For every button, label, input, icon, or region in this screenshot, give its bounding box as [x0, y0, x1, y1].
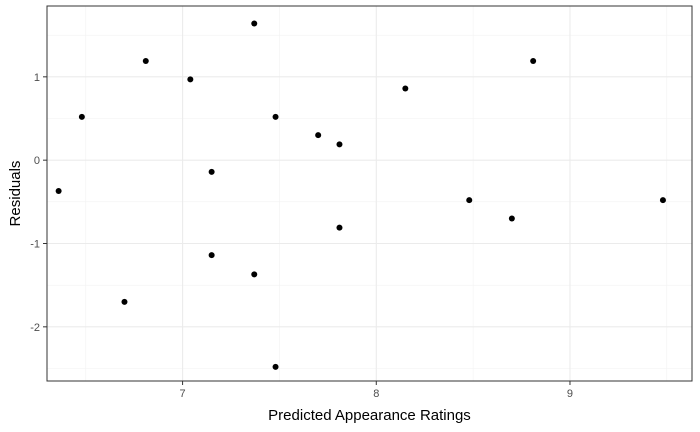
y-tick-label: -1	[30, 239, 40, 251]
data-point	[659, 197, 666, 204]
data-point	[466, 197, 473, 204]
x-tick-label: 7	[180, 388, 186, 400]
y-tick-label: 0	[34, 155, 40, 167]
data-point	[142, 58, 149, 64]
y-axis-title: Residuals	[7, 161, 24, 227]
x-tick-label: 9	[567, 388, 573, 400]
data-point	[336, 224, 343, 231]
data-point	[402, 85, 409, 92]
data-point	[272, 363, 279, 370]
plot-background	[47, 6, 692, 381]
y-tick-label: -2	[30, 322, 40, 334]
x-axis-title: Predicted Appearance Ratings	[268, 407, 471, 424]
data-point	[251, 20, 258, 27]
data-point	[508, 215, 515, 222]
data-point	[55, 188, 62, 194]
x-tick-label: 8	[373, 388, 379, 400]
data-point	[208, 168, 215, 175]
data-point	[251, 271, 258, 278]
data-point	[272, 113, 279, 120]
data-point	[530, 58, 537, 64]
data-point	[315, 132, 322, 139]
y-tick-label: 1	[34, 72, 40, 84]
axis-ticks: 7 8 9 -2 -1 0 1	[30, 72, 573, 400]
data-point	[78, 113, 85, 120]
data-point	[336, 141, 343, 148]
grid-lines	[47, 6, 692, 381]
data-points	[55, 20, 666, 370]
plot-panel-border	[46, 5, 693, 382]
data-point	[187, 76, 194, 83]
data-point	[208, 252, 215, 259]
data-point	[121, 298, 128, 305]
